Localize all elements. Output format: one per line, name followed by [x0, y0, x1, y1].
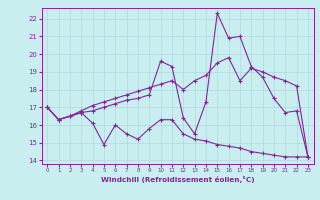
X-axis label: Windchill (Refroidissement éolien,°C): Windchill (Refroidissement éolien,°C)	[101, 176, 254, 183]
